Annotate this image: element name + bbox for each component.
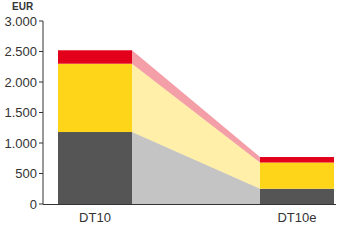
x-tick-label: DT10e: [277, 210, 316, 225]
y-tick-label: 0: [30, 197, 37, 212]
y-tick-label: 3.000: [4, 14, 37, 29]
y-tick: [39, 21, 43, 22]
y-axis-label: EUR: [12, 1, 34, 12]
y-tick-label: 2.000: [4, 75, 37, 90]
y-tick: [39, 143, 43, 144]
y-tick-label: 2.500: [4, 44, 37, 59]
y-tick: [39, 204, 43, 205]
bar-segment: [58, 132, 132, 204]
chart-svg: 0 500 1.000 1.500 2.000 2.500 3.000 DT10 DT10e EU…: [0, 0, 344, 228]
bar-segment: [58, 64, 132, 132]
chart-container: 0 500 1.000 1.500 2.000 2.500 3.000 DT10 DT10e EU…: [0, 0, 344, 228]
y-tick: [39, 51, 43, 52]
y-tick-label: 500: [15, 166, 37, 181]
y-tick-label: 1.000: [4, 136, 37, 151]
y-tick-label: 1.500: [4, 105, 37, 120]
y-tick: [39, 173, 43, 174]
x-tick-label: DT10: [79, 210, 111, 225]
x-axis: [43, 204, 336, 205]
bar-segment: [58, 50, 132, 63]
y-tick: [39, 82, 43, 83]
plot-area: [58, 50, 334, 204]
connector-band: [132, 64, 260, 189]
bar-segment: [260, 163, 334, 189]
bar-segment: [260, 189, 334, 204]
y-tick: [39, 112, 43, 113]
bar-segment: [260, 157, 334, 162]
connector-band: [132, 50, 260, 162]
